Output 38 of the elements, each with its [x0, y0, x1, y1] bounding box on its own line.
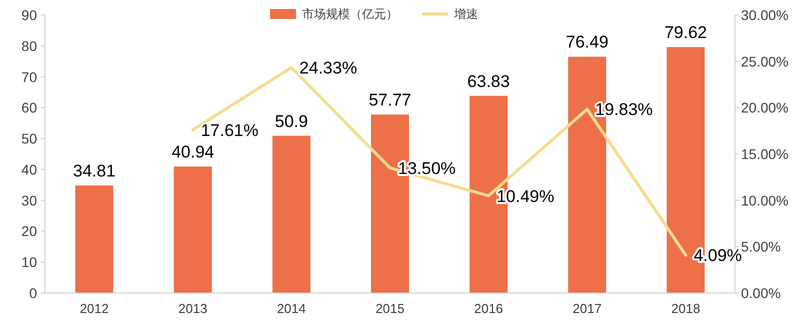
x-tick-label: 2017 [572, 301, 602, 316]
bar [174, 166, 212, 293]
data-label: 63.83 [467, 72, 510, 91]
y-tick-label: 70 [21, 68, 38, 85]
data-label: 24.33% [299, 58, 358, 78]
y-tick-label: 50 [21, 130, 38, 147]
data-label: 79.62 [664, 23, 707, 42]
y2-tick-label: 20.00% [741, 100, 788, 116]
y2-tick-label: 5.00% [741, 238, 781, 255]
y-tick-label: 20 [21, 223, 38, 240]
y2-tick-label: 0.00% [741, 285, 781, 301]
y2-tick-label: 15.00% [741, 146, 788, 162]
y-tick-label: 30 [21, 192, 38, 208]
y2-tick-label: 25.00% [741, 53, 788, 70]
y-tick-label: 40 [21, 161, 38, 178]
legend-label: 增速 [453, 7, 478, 21]
y2-tick-label: 30.00% [741, 7, 788, 23]
bar [75, 185, 114, 293]
y-tick-label: 0 [29, 285, 38, 301]
data-label: 50.9 [274, 112, 308, 131]
data-label: 76.49 [566, 32, 608, 52]
x-tick-label: 2013 [178, 301, 208, 316]
x-tick-label: 2012 [80, 301, 109, 316]
bar [272, 136, 310, 293]
y-tick-label: 90 [21, 7, 38, 23]
data-label: 57.77 [368, 90, 412, 110]
y2-tick-label: 10.00% [741, 192, 788, 208]
data-label: 34.81 [73, 161, 116, 180]
x-tick-label: 2016 [474, 301, 504, 316]
legend-label: 市场规模（亿元） [302, 7, 398, 21]
y-tick-label: 80 [21, 38, 38, 54]
x-tick-label: 2015 [376, 301, 404, 316]
x-tick-label: 2014 [276, 301, 306, 316]
data-label: 40.94 [172, 142, 214, 162]
x-tick-label: 2018 [671, 301, 700, 316]
y-tick-label: 60 [21, 100, 38, 116]
data-label: 17.61% [200, 120, 259, 140]
y-tick-label: 10 [21, 254, 38, 270]
